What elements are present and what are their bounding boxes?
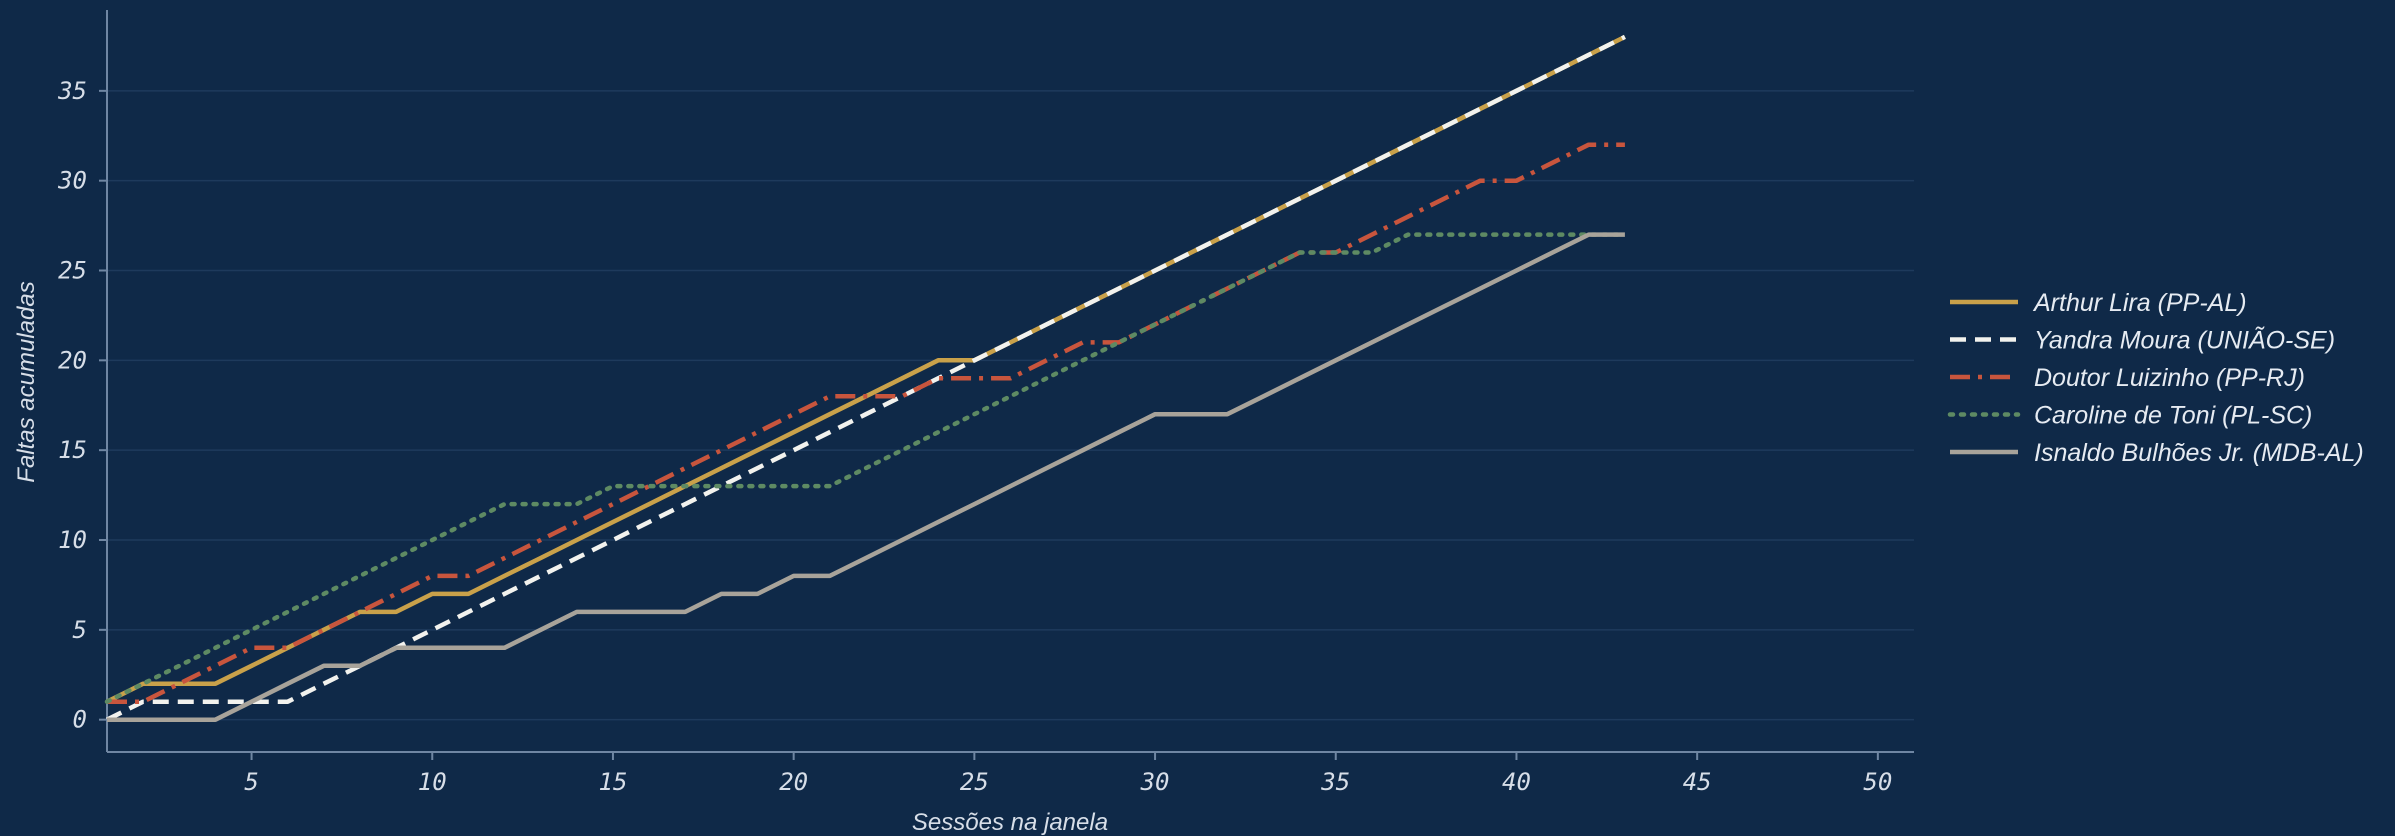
x-tick-label: 30	[1140, 768, 1170, 796]
x-tick-label: 20	[779, 768, 808, 796]
y-tick-label: 10	[58, 526, 87, 554]
x-tick-label: 5	[244, 768, 258, 796]
axes	[106, 10, 1914, 753]
series-line-4	[104, 232, 1628, 704]
x-tick-label: 45	[1683, 768, 1712, 796]
y-ticks: 0 5 10 15 20 25 30 35	[57, 77, 107, 734]
series-line-3	[107, 142, 1625, 704]
x-tick-label: 40	[1502, 768, 1531, 796]
y-tick-label: 35	[57, 77, 87, 105]
legend-label-4: Caroline de Toni (PL-SC)	[2034, 402, 2312, 430]
series-lines	[104, 34, 1628, 722]
y-tick-label: 15	[58, 436, 87, 464]
y-tick-label: 20	[58, 346, 87, 374]
x-ticks: 5 10 15 20 25 30 35 40 45 50	[244, 752, 1892, 796]
legend-label-5: Isnaldo Bulhões Jr. (MDB-AL)	[2034, 439, 2364, 467]
x-tick-label: 25	[960, 768, 989, 796]
grid-lines	[107, 90, 1914, 721]
y-tick-label: 25	[58, 257, 87, 285]
x-tick-label: 15	[599, 768, 628, 796]
x-axis-title: Sessões na janela	[912, 809, 1108, 836]
series-line-5	[107, 232, 1625, 722]
legend-label-1: Arthur Lira (PP-AL)	[2032, 289, 2247, 317]
legend-label-3: Doutor Luizinho (PP-RJ)	[2034, 364, 2305, 392]
y-tick-label: 5	[73, 616, 87, 644]
legend-label-2: Yandra Moura (UNIÃO-SE)	[2034, 326, 2335, 355]
y-tick-label: 30	[57, 167, 87, 195]
x-tick-label: 10	[418, 768, 447, 796]
y-tick-label: 0	[73, 706, 87, 734]
x-tick-label: 50	[1863, 768, 1892, 796]
x-tick-label: 35	[1320, 768, 1350, 796]
y-axis-title: Faltas acumuladas	[13, 281, 40, 482]
legend: Arthur Lira (PP-AL) Yandra Moura (UNIÃO-S…	[1947, 289, 2364, 467]
